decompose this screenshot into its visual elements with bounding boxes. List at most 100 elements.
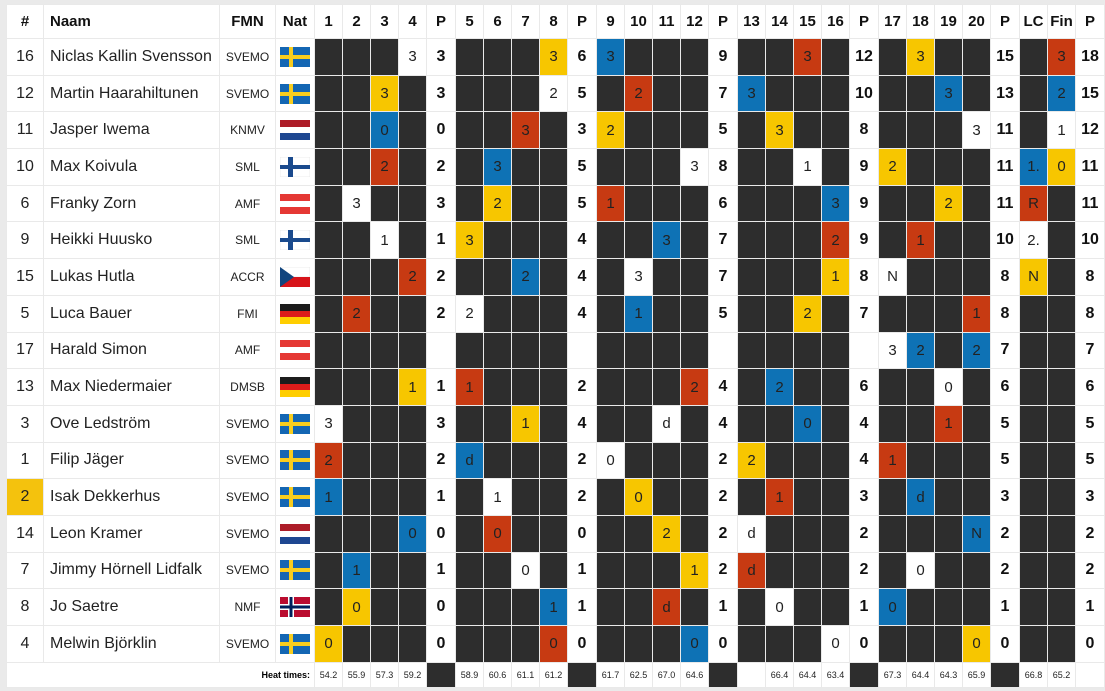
- table-row: 8 Jo Saetre NMF 0 0 1 1 d 1 0 1 0 1 1: [7, 589, 1104, 625]
- points-cell: 0: [568, 626, 596, 662]
- heat-cell: 0: [399, 515, 426, 552]
- heat-cell: [738, 405, 765, 442]
- points-cell: 2: [568, 479, 596, 515]
- heat-cell: 1: [1048, 112, 1075, 149]
- heat-cell: [512, 332, 539, 369]
- rider-fmn: FMI: [220, 295, 275, 332]
- header-col-15: 13: [738, 5, 765, 38]
- points-cell: 4: [568, 405, 596, 442]
- heat-cell: [399, 149, 426, 185]
- points-cell: 1: [427, 479, 455, 515]
- heat-time-cell: [991, 662, 1019, 687]
- heat-cell: [653, 75, 680, 112]
- heat-cell: 1: [343, 552, 370, 589]
- points-cell: 8: [850, 259, 878, 295]
- heat-cell: [1048, 589, 1075, 625]
- header-fmn: FMN: [220, 5, 275, 38]
- heat-cell: d: [907, 479, 934, 515]
- heat-cell: [315, 112, 342, 149]
- rider-fmn: KNMV: [220, 112, 275, 149]
- heat-time-cell: 65.2: [1048, 662, 1075, 687]
- heat-cell: [963, 222, 990, 259]
- heat-cell: 1: [512, 405, 539, 442]
- points-cell: 6: [850, 369, 878, 405]
- heat-time-cell: 65.9: [963, 662, 990, 687]
- header-col-8: 8: [540, 5, 567, 38]
- heat-cell: [907, 295, 934, 332]
- heat-cell: [935, 552, 962, 589]
- heat-cell: [1048, 185, 1075, 222]
- heat-cell: [794, 259, 821, 295]
- points-cell: 8: [709, 149, 737, 185]
- header-col-24: P: [991, 5, 1019, 38]
- table-row: 15 Lukas Hutla ACCR 2 2 2 4 3 7 1 8 N 8 N 8: [7, 259, 1104, 295]
- heat-cell: [343, 75, 370, 112]
- heat-cell: [653, 626, 680, 662]
- heat-cell: [963, 39, 990, 75]
- heat-cell: 2: [794, 295, 821, 332]
- heat-cell: [681, 442, 708, 479]
- heat-time-cell: 67.0: [653, 662, 680, 687]
- heat-cell: [456, 405, 483, 442]
- heat-cell: [766, 185, 793, 222]
- points-cell: 8: [991, 259, 1019, 295]
- norway-flag: [276, 589, 314, 625]
- heat-cell: [1048, 369, 1075, 405]
- heat-cell: [653, 479, 680, 515]
- rider-fmn: SVEMO: [220, 442, 275, 479]
- points-cell: 13: [991, 75, 1019, 112]
- heat-time-cell: [427, 662, 455, 687]
- heat-cell: [456, 259, 483, 295]
- points-cell: 0: [709, 626, 737, 662]
- points-cell: 9: [850, 185, 878, 222]
- heat-cell: [484, 75, 511, 112]
- points-cell: 2: [991, 552, 1019, 589]
- heat-cell: [766, 39, 793, 75]
- sweden-flag: [276, 442, 314, 479]
- heat-cell: [822, 405, 849, 442]
- heat-cell: [822, 149, 849, 185]
- heat-cell: [484, 405, 511, 442]
- points-cell: 11: [1076, 185, 1104, 222]
- rider-fmn: SVEMO: [220, 552, 275, 589]
- rider-fmn: ACCR: [220, 259, 275, 295]
- rider-fmn: DMSB: [220, 369, 275, 405]
- heat-cell: 3: [653, 222, 680, 259]
- rider-name: Harald Simon: [44, 332, 219, 369]
- heat-cell: [371, 185, 398, 222]
- rider-name: Luca Bauer: [44, 295, 219, 332]
- heat-cell: [1020, 112, 1047, 149]
- heat-cell: [597, 405, 624, 442]
- points-cell: 5: [568, 75, 596, 112]
- points-cell: [427, 332, 455, 369]
- heat-cell: [822, 589, 849, 625]
- table-row: 3 Ove Ledström SVEMO 3 3 1 4 d 4 0 4 1 5 5: [7, 405, 1104, 442]
- header-col-17: 15: [794, 5, 821, 38]
- heat-cell: [681, 75, 708, 112]
- points-cell: 5: [709, 295, 737, 332]
- heat-cell: [456, 75, 483, 112]
- points-cell: [568, 332, 596, 369]
- heat-cell: [907, 405, 934, 442]
- heat-cell: [681, 515, 708, 552]
- points-cell: 2: [427, 259, 455, 295]
- heat-cell: [794, 185, 821, 222]
- heat-cell: [343, 259, 370, 295]
- heat-cell: [907, 112, 934, 149]
- table-row: 9 Heikki Huusko SML 1 1 3 4 3 7 2 9 1 10 2. 10: [7, 222, 1104, 259]
- heat-cell: [315, 552, 342, 589]
- heat-cell: [794, 369, 821, 405]
- heat-cell: 0: [512, 552, 539, 589]
- points-cell: 0: [427, 626, 455, 662]
- heat-cell: [371, 442, 398, 479]
- rider-name: Jo Saetre: [44, 589, 219, 625]
- heat-cell: [794, 515, 821, 552]
- heat-cell: [907, 149, 934, 185]
- points-cell: 2: [850, 515, 878, 552]
- heat-cell: d: [653, 589, 680, 625]
- rider-name: Filip Jäger: [44, 442, 219, 479]
- heat-cell: [399, 332, 426, 369]
- heat-cell: [879, 39, 906, 75]
- heat-cell: [315, 75, 342, 112]
- rider-name: Leon Kramer: [44, 515, 219, 552]
